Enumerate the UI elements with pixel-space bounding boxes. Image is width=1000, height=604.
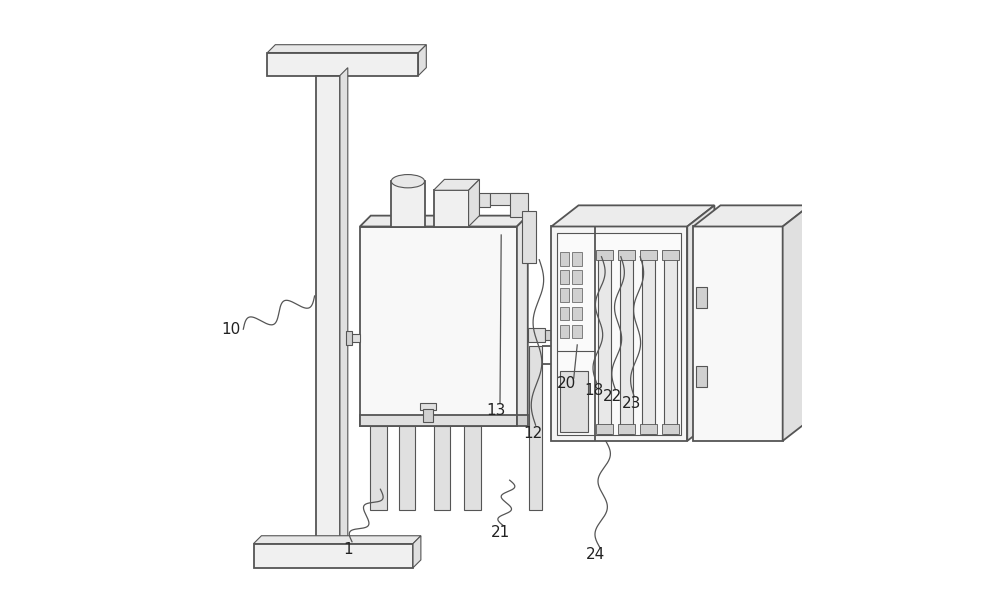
Bar bbox=[346, 330, 352, 345]
Bar bbox=[434, 190, 469, 226]
Bar bbox=[560, 289, 569, 302]
Bar bbox=[254, 544, 413, 568]
Bar bbox=[551, 226, 687, 441]
Bar bbox=[696, 287, 707, 308]
Bar bbox=[370, 426, 387, 510]
Bar bbox=[350, 333, 360, 342]
Bar bbox=[399, 426, 415, 510]
Bar bbox=[560, 371, 588, 432]
Polygon shape bbox=[783, 205, 810, 441]
Bar bbox=[557, 233, 681, 435]
Bar bbox=[618, 424, 635, 434]
Text: 21: 21 bbox=[490, 525, 510, 540]
Text: 22: 22 bbox=[603, 390, 622, 404]
Bar bbox=[545, 330, 558, 339]
Bar bbox=[267, 53, 418, 76]
Polygon shape bbox=[418, 45, 426, 76]
Polygon shape bbox=[469, 179, 479, 226]
Bar bbox=[664, 255, 677, 434]
Bar bbox=[360, 226, 517, 426]
Bar bbox=[572, 252, 582, 266]
Polygon shape bbox=[434, 179, 479, 190]
Bar bbox=[696, 366, 707, 387]
Bar bbox=[560, 252, 569, 266]
Bar bbox=[620, 255, 633, 434]
Bar bbox=[423, 409, 433, 422]
Bar bbox=[693, 226, 783, 441]
Bar bbox=[640, 250, 657, 260]
Bar bbox=[479, 193, 490, 207]
Bar bbox=[572, 271, 582, 284]
Bar bbox=[572, 289, 582, 302]
Bar bbox=[528, 327, 545, 342]
Text: 10: 10 bbox=[222, 322, 241, 336]
Bar bbox=[529, 346, 542, 510]
Text: 12: 12 bbox=[523, 426, 542, 440]
Polygon shape bbox=[413, 536, 421, 568]
Bar bbox=[572, 307, 582, 320]
Bar bbox=[517, 415, 528, 426]
Bar bbox=[618, 250, 635, 260]
Polygon shape bbox=[551, 205, 714, 226]
Bar bbox=[596, 250, 613, 260]
Bar bbox=[510, 193, 528, 217]
Polygon shape bbox=[360, 216, 528, 226]
Polygon shape bbox=[254, 536, 421, 544]
Bar bbox=[598, 255, 611, 434]
Bar bbox=[420, 403, 436, 410]
Bar bbox=[560, 271, 569, 284]
Polygon shape bbox=[267, 45, 426, 53]
Text: 24: 24 bbox=[586, 547, 605, 562]
Polygon shape bbox=[687, 205, 714, 441]
Bar bbox=[642, 255, 655, 434]
Polygon shape bbox=[693, 205, 810, 226]
Bar bbox=[560, 307, 569, 320]
Ellipse shape bbox=[391, 175, 424, 188]
Bar bbox=[391, 181, 424, 226]
Bar bbox=[434, 426, 450, 510]
Polygon shape bbox=[517, 216, 528, 426]
Text: 23: 23 bbox=[621, 396, 641, 411]
Text: 18: 18 bbox=[584, 383, 603, 397]
Text: 20: 20 bbox=[557, 376, 576, 391]
Bar bbox=[316, 76, 340, 545]
Bar bbox=[596, 424, 613, 434]
Bar bbox=[640, 424, 657, 434]
Bar bbox=[490, 193, 519, 205]
Bar bbox=[662, 250, 679, 260]
Text: 13: 13 bbox=[487, 403, 506, 418]
Bar bbox=[522, 211, 536, 263]
Bar bbox=[360, 415, 517, 426]
Bar bbox=[662, 424, 679, 434]
Text: 1: 1 bbox=[343, 542, 353, 557]
Bar bbox=[464, 426, 481, 510]
Polygon shape bbox=[340, 68, 348, 545]
Bar bbox=[572, 325, 582, 338]
Bar bbox=[560, 325, 569, 338]
